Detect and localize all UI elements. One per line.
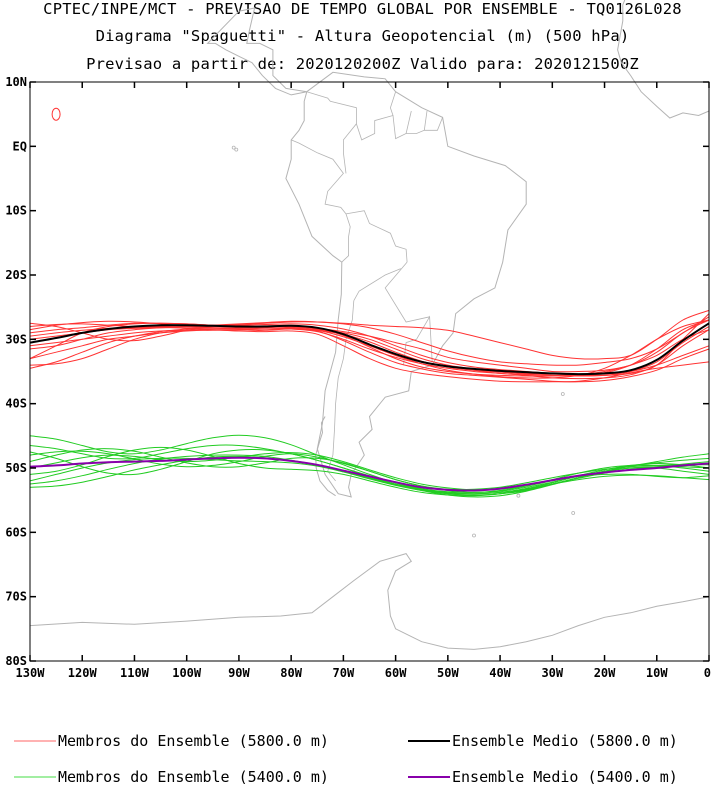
x-tick-label: 0 <box>704 666 711 680</box>
y-tick-label: 60S <box>5 525 27 539</box>
country-border-13 <box>327 300 355 482</box>
country-border-10 <box>423 110 428 131</box>
island-4 <box>571 511 576 515</box>
x-tick-label: 120W <box>68 666 98 680</box>
x-tick-label: 70W <box>333 666 355 680</box>
legend-label: Ensemble Medio (5400.0 m) <box>452 768 678 786</box>
ensemble-member-5800-line-4 <box>29 328 710 380</box>
country-border-2 <box>384 261 430 323</box>
plot-frame <box>29 81 710 662</box>
y-tick-label: 20S <box>5 268 27 282</box>
country-border-8 <box>356 91 396 141</box>
x-tick-label: 90W <box>228 666 250 680</box>
y-tick-label: EQ <box>13 139 27 153</box>
ensemble-member-5400-line-13 <box>29 434 710 496</box>
legend-label: Ensemble Medio (5800.0 m) <box>452 732 678 750</box>
ensemble-member-5400-line-20 <box>29 452 710 491</box>
country-border-1 <box>353 268 401 301</box>
island-6 <box>516 493 521 498</box>
map-coastlines <box>29 0 710 650</box>
island-5 <box>472 533 476 538</box>
chart-forecast-dates: Previsao a partir de: 2020120200Z Valido… <box>86 55 639 73</box>
x-tick-label: 80W <box>280 666 302 680</box>
country-border-6 <box>291 139 318 154</box>
chart-subtitle: Diagrama "Spaguetti" - Altura Geopotenci… <box>95 27 630 45</box>
ensemble-member-5800-line-3 <box>29 326 710 377</box>
ensemble-member-5400-line-22 <box>29 457 710 495</box>
x-tick-label: 130W <box>16 666 46 680</box>
island-1 <box>234 147 239 152</box>
ensemble-member-5800-line-5 <box>29 326 710 383</box>
x-tick-label: 20W <box>594 666 616 680</box>
country-border-4 <box>341 213 351 263</box>
island-3 <box>560 392 565 396</box>
y-tick-label: 40S <box>5 397 27 411</box>
x-tick-label: 60W <box>385 666 407 680</box>
y-tick-label: 80S <box>5 654 27 668</box>
chart-title: CPTEC/INPE/MCT - PREVISAO DE TEMPO GLOBA… <box>43 0 682 18</box>
ensemble-member-5800-line-10 <box>29 325 710 377</box>
y-tick-label: 30S <box>5 332 27 346</box>
isolated-contour <box>51 107 61 121</box>
country-border-7 <box>306 91 357 174</box>
y-tick-label: 10S <box>5 204 27 218</box>
central-america-outline <box>206 7 307 96</box>
country-border-11 <box>406 117 443 134</box>
ensemble-member-5800-line-8 <box>29 313 710 376</box>
ensemble-member-5800-line-6 <box>29 329 710 383</box>
series-lines <box>29 309 710 498</box>
country-border-3 <box>345 210 408 263</box>
x-tick-label: 50W <box>437 666 459 680</box>
x-tick-label: 110W <box>120 666 150 680</box>
y-tick-label: 10N <box>5 75 27 89</box>
africa-outline <box>617 0 710 119</box>
antarctica-outline <box>29 553 710 650</box>
island-2 <box>231 145 236 150</box>
country-border-9 <box>392 110 412 140</box>
annotation-layer <box>51 107 61 121</box>
country-border-5 <box>317 152 347 215</box>
ensemble-mean-5800-line <box>29 322 710 376</box>
legend-label: Membros do Ensemble (5800.0 m) <box>58 732 329 750</box>
y-tick-label: 50S <box>5 461 27 475</box>
country-border-12 <box>403 315 433 366</box>
ensemble-member-5800-line-12 <box>29 320 710 376</box>
x-tick-label: 40W <box>489 666 511 680</box>
y-tick-label: 70S <box>5 590 27 604</box>
x-tick-label: 10W <box>646 666 668 680</box>
x-tick-label: 30W <box>541 666 563 680</box>
ensemble-mean-5400-line <box>29 456 710 492</box>
legend: Membros do Ensemble (5800.0 m) Ensemble M… <box>14 732 678 786</box>
south-america-outline <box>285 71 527 498</box>
x-tick-label: 100W <box>172 666 202 680</box>
legend-label: Membros do Ensemble (5400.0 m) <box>58 768 329 786</box>
